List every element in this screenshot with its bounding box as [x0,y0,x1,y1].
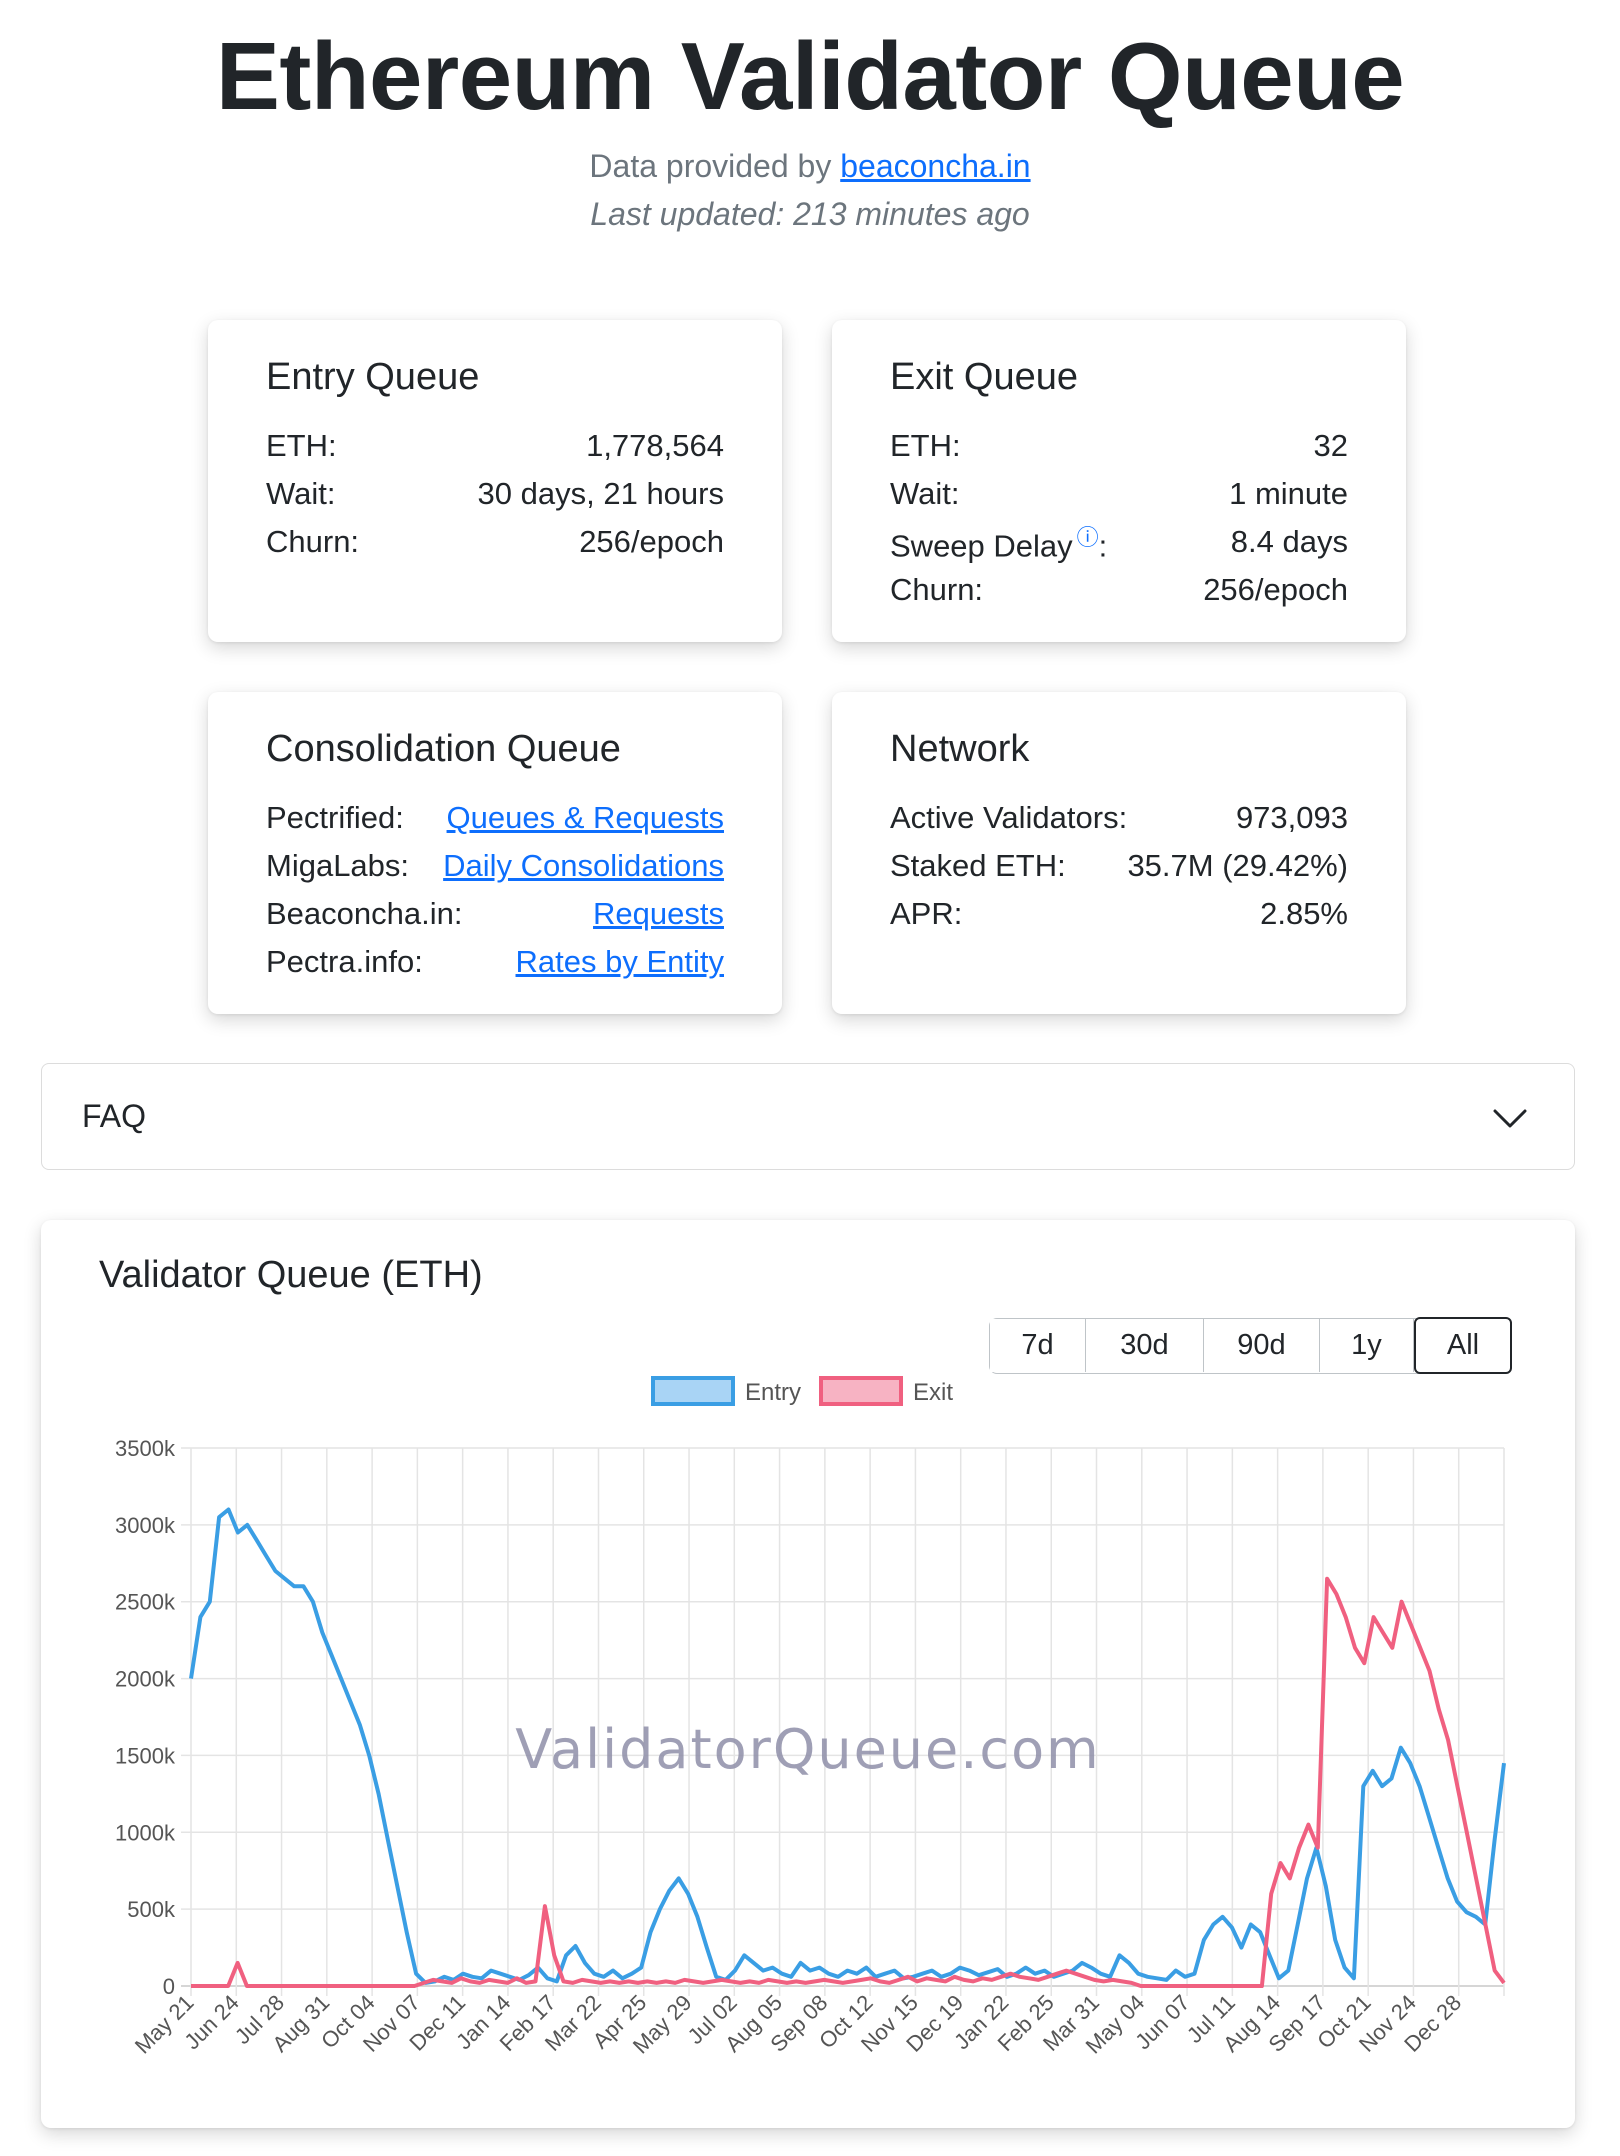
row-value: 32 [1313,428,1348,463]
x-tick-label: May 21 [130,1990,199,2059]
row-label: Wait: [266,476,336,511]
y-tick-label: 0 [163,1974,175,1999]
range-selector: 7d 30d 90d 1y All [989,1317,1512,1374]
faq-accordion[interactable]: FAQ [41,1063,1575,1170]
series-line-entry [189,1507,1506,1985]
exit-queue-title: Exit Queue [890,356,1078,398]
pectrified-row: Pectrified: Queues & Requests [266,794,724,842]
y-tick-label: 3500k [115,1436,176,1461]
legend-swatch-exit[interactable] [819,1376,903,1406]
page-title: Ethereum Validator Queue [215,23,1405,130]
sweep-delay-label: Sweep Delay [890,528,1073,564]
range-90d-button[interactable]: 90d [1204,1319,1320,1372]
daily-consolidations-link[interactable]: Daily Consolidations [443,848,724,883]
exit-wait-row: Wait: 1 minute [890,470,1348,518]
row-label: Wait: [890,476,960,511]
last-updated: Last updated: 213 minutes ago [590,196,1030,232]
row-value: 8.4 days [1230,524,1348,559]
exit-sweep-delay-row: Sweep Delay ⓘ: 8.4 days [890,518,1348,566]
sweep-delay-colon: : [1098,528,1108,564]
y-tick-label: 1000k [115,1820,176,1845]
row-value: 1,778,564 [586,428,724,463]
validator-queue-chart-card: Validator Queue (ETH) 7d 30d 90d 1y All … [41,1220,1575,2128]
provider-link[interactable]: beaconcha.in [840,148,1031,184]
row-label: ETH: [890,428,961,463]
row-label: Pectra.info: [266,944,423,979]
row-value: 35.7M (29.42%) [1127,848,1348,883]
row-label: APR: [890,896,963,931]
chevron-down-icon[interactable] [1490,1098,1530,1138]
y-tick-label: 500k [127,1897,176,1922]
entry-queue-card: Entry Queue ETH: 1,778,564 Wait: 30 days, … [208,320,782,642]
row-label: Active Validators: [890,800,1128,835]
row-value: 1 minute [1229,476,1348,511]
apr-row: APR: 2.85% [890,890,1348,938]
row-label: Sweep Delay ⓘ: [890,520,1107,564]
range-1y-button[interactable]: 1y [1320,1319,1414,1372]
row-value: 30 days, 21 hours [477,476,724,511]
queue-line-chart[interactable]: 0 500k 1000k 1500k 2000k 2500k 3000k 3500k May 2… [41,1220,1575,2128]
watermark: ValidatorQueue.com [515,1718,1101,1781]
row-label: ETH: [266,428,337,463]
provider-prefix: Data provided by [589,148,841,184]
row-value: 2.85% [1260,896,1348,931]
row-label: Staked ETH: [890,848,1066,883]
network-card: Network Active Validators: 973,093 Staked… [832,692,1406,1014]
range-all-button[interactable]: All [1414,1317,1512,1374]
row-label: Pectrified: [266,800,404,835]
y-tick-label: 2000k [115,1667,176,1692]
range-30d-button[interactable]: 30d [1086,1319,1204,1372]
row-label: Churn: [890,572,984,607]
row-value: 973,093 [1235,800,1348,835]
entry-wait-row: Wait: 30 days, 21 hours [266,470,724,518]
consolidation-queue-title: Consolidation Queue [266,728,621,770]
series-line-exit [191,1576,1506,1988]
row-label: MigaLabs: [266,848,410,883]
active-validators-row: Active Validators: 973,093 [890,794,1348,842]
info-circle-icon[interactable]: ⓘ [1076,524,1099,550]
legend-swatch-entry[interactable] [651,1376,735,1406]
queues-requests-link[interactable]: Queues & Requests [446,800,724,835]
legend-label-exit[interactable]: Exit [913,1379,953,1406]
requests-link[interactable]: Requests [593,896,724,931]
y-tick-label: 2500k [115,1590,176,1615]
pectra-info-row: Pectra.info: Rates by Entity [266,938,724,986]
row-value: 256/epoch [579,524,724,559]
beaconchain-row: Beaconcha.in: Requests [266,890,724,938]
data-provider-line: Data provided by beaconcha.in [0,148,1620,185]
entry-queue-title: Entry Queue [266,356,480,398]
entry-churn-row: Churn: 256/epoch [266,518,724,566]
exit-queue-card: Exit Queue ETH: 32 Wait: 1 minute Sweep De… [832,320,1406,642]
network-title: Network [890,728,1030,770]
y-tick-label: 1500k [115,1743,176,1768]
faq-label: FAQ [82,1098,147,1134]
row-label: Beaconcha.in: [266,896,463,931]
migalabs-row: MigaLabs: Daily Consolidations [266,842,724,890]
chart-title: Validator Queue (ETH) [99,1254,483,1296]
exit-churn-row: Churn: 256/epoch [890,566,1348,614]
range-7d-button[interactable]: 7d [990,1319,1086,1372]
rates-by-entity-link[interactable]: Rates by Entity [515,944,724,979]
entry-eth-row: ETH: 1,778,564 [266,422,724,470]
consolidation-queue-card: Consolidation Queue Pectrified: Queues & … [208,692,782,1014]
legend-label-entry[interactable]: Entry [745,1379,801,1406]
exit-eth-row: ETH: 32 [890,422,1348,470]
row-value: 256/epoch [1203,572,1348,607]
y-tick-label: 3000k [115,1513,176,1538]
staked-eth-row: Staked ETH: 35.7M (29.42%) [890,842,1348,890]
row-label: Churn: [266,524,360,559]
